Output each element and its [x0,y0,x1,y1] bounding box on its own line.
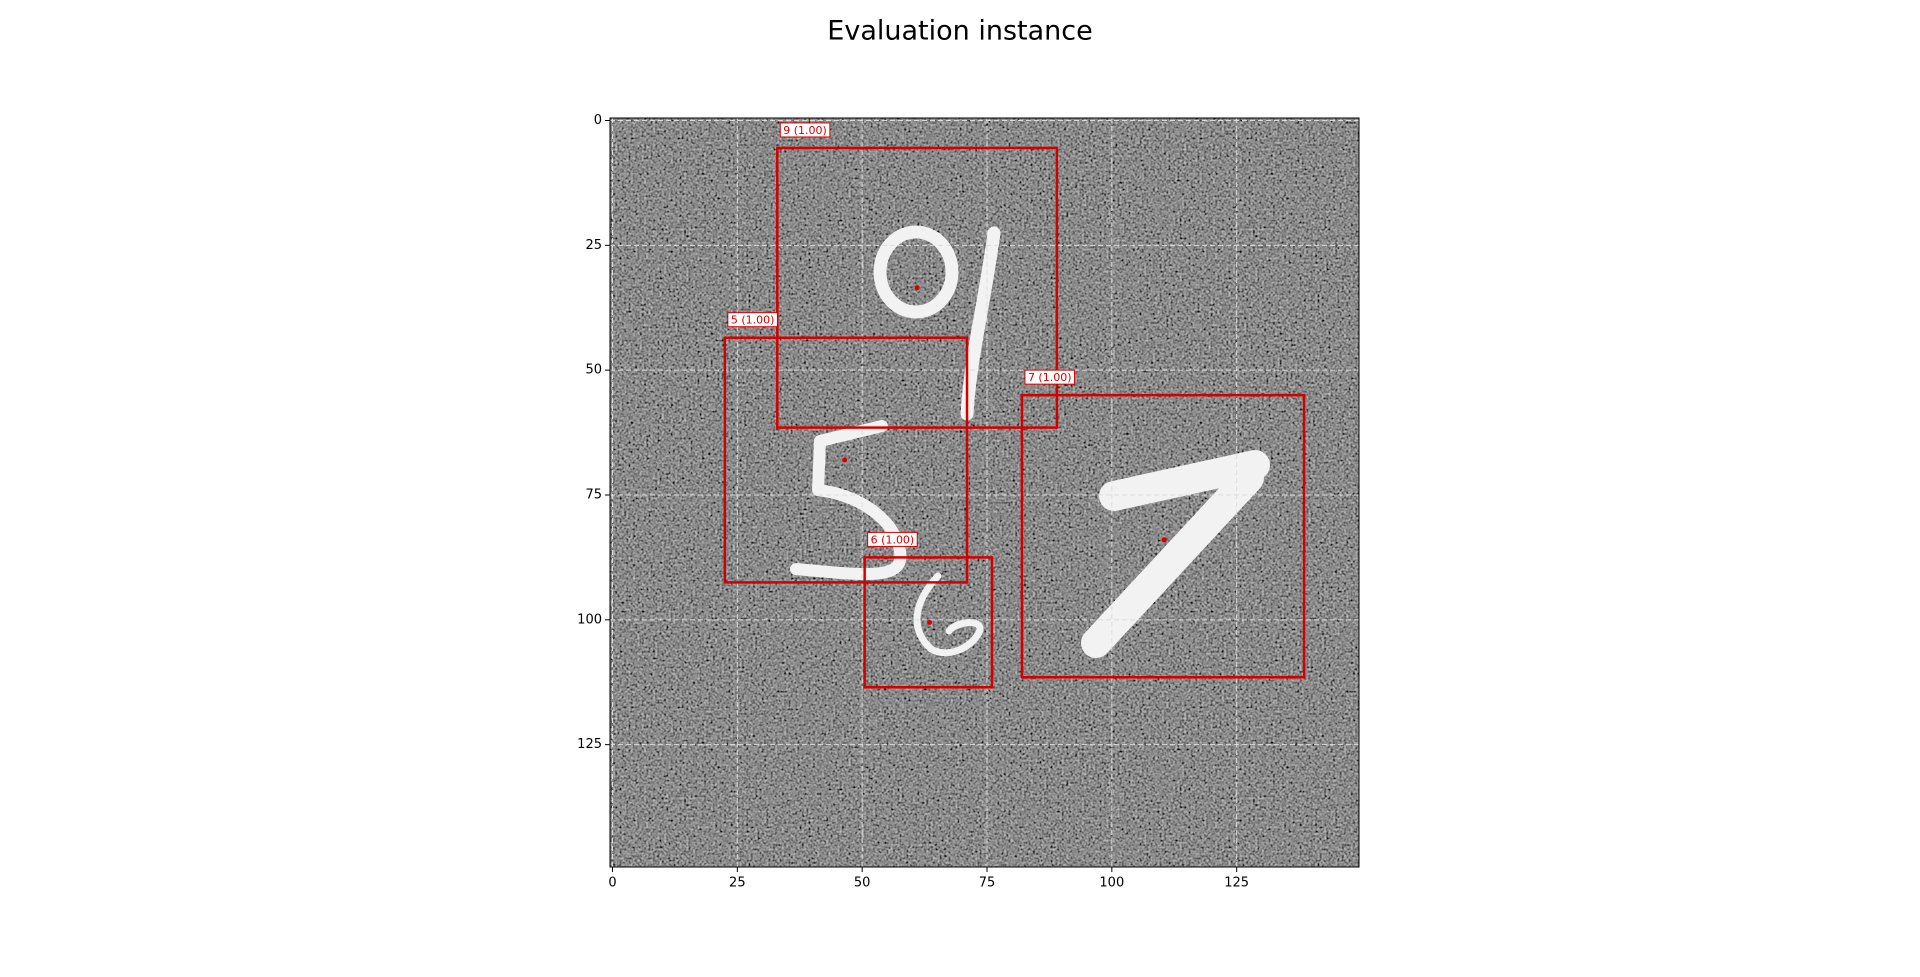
digit-9-loop [873,225,959,319]
y-tick-label: 25 [585,238,602,253]
y-tick-label: 100 [577,612,602,627]
x-tick-label: 25 [729,876,746,891]
chart-title: Evaluation instance [827,16,1092,47]
box-label: 7 (1.00) [1028,371,1072,384]
overlay: 0 25 50 75 100 125 0 25 50 75 100 125 9 (1.00) 5 (1.0… [577,113,1359,891]
x-tick-label: 0 [608,876,616,891]
digit-7 [1081,450,1270,658]
x-tick-label: 75 [979,876,996,891]
label-background [779,122,831,138]
box-label: 5 (1.00) [731,314,775,327]
digit-5 [790,420,907,581]
image [610,118,1359,867]
x-tick-label: 50 [854,876,871,891]
y-tick-label: 50 [585,363,602,378]
axes-frame [609,117,1360,868]
box-center [842,457,848,463]
y-tick-label: 0 [594,113,602,128]
y-tick-label: 75 [585,487,602,502]
box-label: 6 (1.00) [871,533,915,546]
label-background [727,312,778,328]
box-center [1161,537,1167,543]
label-background [1024,369,1076,385]
box-label: 9 (1.00) [783,124,827,137]
x-tick-label: 100 [1099,876,1124,891]
detection-box [776,146,1059,429]
digit-6 [913,572,984,657]
box-center [927,619,933,625]
digit-9-stem [960,226,1001,421]
x-tick-label: 125 [1224,876,1249,891]
box-center [914,285,920,291]
label-background [867,531,918,547]
detection-box [863,556,994,689]
y-tick-label: 125 [577,737,602,752]
detection-box [1020,393,1306,679]
digits [790,225,1270,658]
detection-box [723,336,969,584]
